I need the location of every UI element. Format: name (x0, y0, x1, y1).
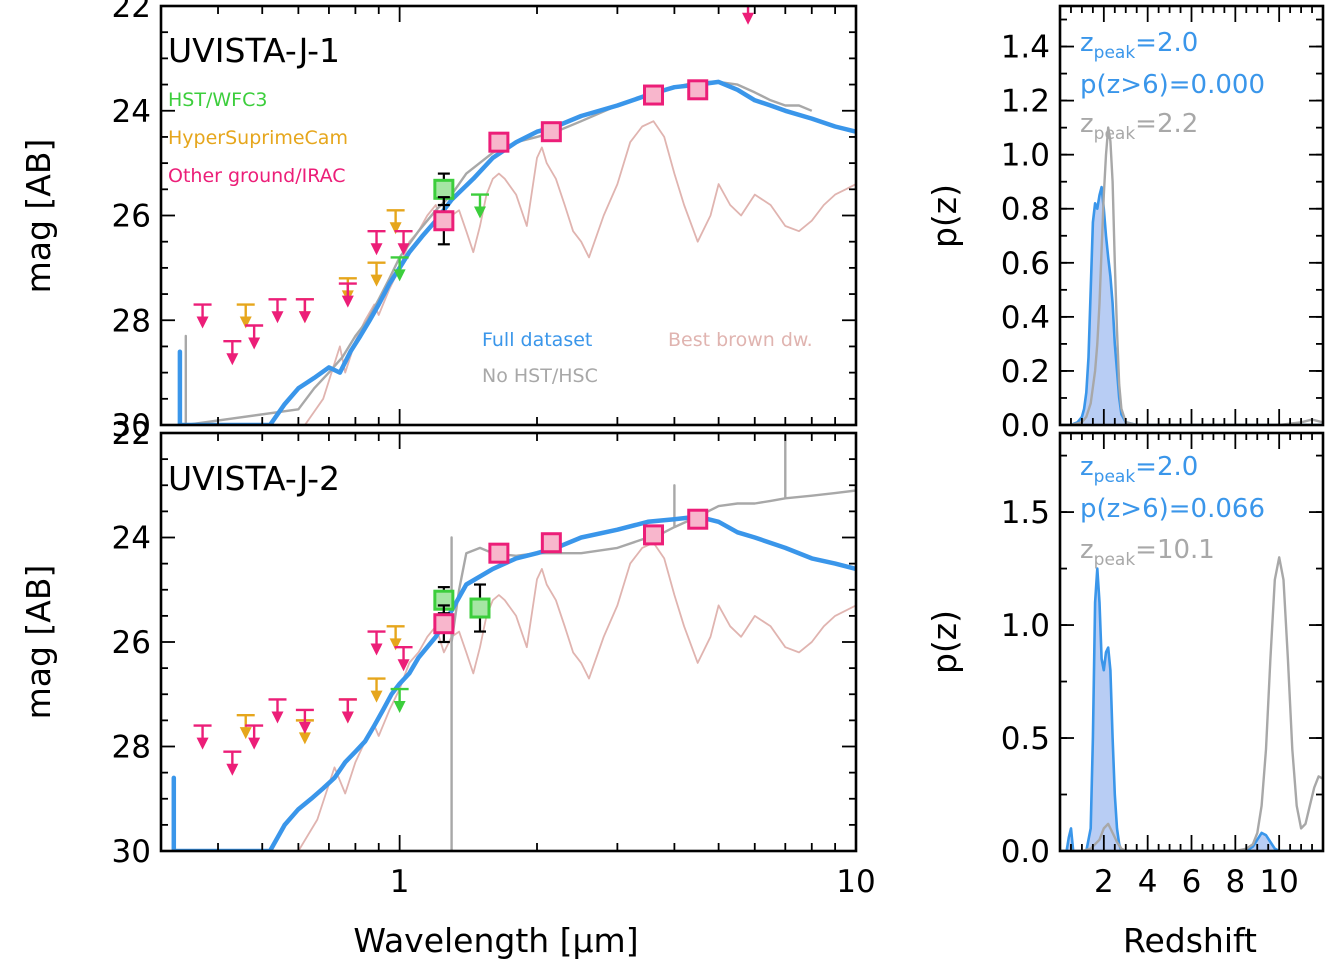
pz-bottom-y-axis-label: p(z) (925, 610, 964, 674)
pz-top-y-axis-label: p(z) (925, 184, 964, 248)
sed-bottom-bd-line (297, 541, 856, 851)
sed-bottom-hsc-upper-limit (236, 713, 255, 740)
sed-bottom-ytick-label: 24 (112, 521, 151, 557)
pz-top-ytick-label: 0.2 (1001, 354, 1050, 390)
sed-top-hst-upper-limit (390, 256, 409, 282)
sed-top-ytick-label: 28 (112, 303, 151, 339)
sed-bottom-ytick-label: 30 (112, 834, 151, 870)
sed-top-other-upper-limit (338, 282, 357, 308)
sed-bottom-other-point (488, 542, 510, 564)
pz-bottom-ytick-label: 0.5 (1001, 721, 1050, 757)
pz-top-panel: 0.0 0.2 0.4 0.6 0.8 1.0 1.2 1.4 zpeak=2.0 p(z>6… (1001, 4, 1325, 444)
sed-top-y-axis-label: mag [AB] (19, 139, 58, 294)
pz-bottom-xtick-label: 2 (1094, 864, 1114, 900)
sed-bottom-other-upper-limit (367, 630, 386, 656)
sed-top-other-point (540, 121, 562, 143)
sed-bottom-other-point (433, 604, 455, 644)
legend-bd: Best brown dw. (668, 329, 813, 351)
pz-bottom-xtick-label: 10 (1259, 864, 1298, 900)
legend-full: Full dataset (482, 329, 592, 351)
legend-nohst: No HST/HSC (482, 365, 598, 387)
sed-bottom-xtick-label: 10 (836, 864, 875, 900)
sed-top-other-upper-limit (268, 298, 287, 324)
sed-top-other-upper-limit (295, 298, 314, 324)
sed-bottom-other-upper-limit (268, 698, 287, 724)
sed-bottom-ytick-label: 28 (112, 730, 151, 766)
pz-top-ytick-label: 0.8 (1001, 192, 1050, 228)
sed-top-other-point (433, 196, 455, 246)
pz-bottom-full-line (1060, 567, 1323, 851)
sed-bottom-other-upper-limit (223, 750, 242, 776)
sed-bottom-other-upper-limit (394, 646, 413, 672)
sed-bottom-hsc-upper-limit (367, 677, 386, 703)
sed-bottom-nohst-line (450, 433, 856, 851)
sed-top-other-upper-limit (223, 340, 242, 366)
sed-top-hsc-upper-limit (236, 303, 255, 329)
pz-top-ytick-label: 0.4 (1001, 300, 1050, 336)
sed-bottom-other-point (687, 508, 709, 530)
sed-bottom-ytick-label: 22 (112, 416, 151, 452)
sed-bottom-hst-upper-limit (390, 687, 409, 714)
pz-bottom-ytick-label: 0.0 (1001, 834, 1050, 870)
sed-top-title: UVISTA-J-1 (168, 31, 340, 70)
pz-bottom-panel: 0.0 0.5 1.0 1.5 2 4 6 8 10 zpeak=2.0 p(z>6)=0.06… (1001, 431, 1325, 900)
pz-top-ytick-label: 0.6 (1001, 246, 1050, 282)
sed-bottom-panel: 30 28 26 24 22 1 10 UVISTA-J-2 (112, 416, 876, 900)
pz-top-nohst-line (1060, 126, 1323, 425)
pz-top-ytick-label: 1.2 (1001, 84, 1050, 120)
pz-bottom-xtick-label: 8 (1225, 864, 1245, 900)
sed-bottom-y-axis-label: mag [AB] (19, 565, 58, 720)
sed-top-hst-upper-limit (470, 193, 489, 219)
pz-top-zpeak-full: zpeak=2.0 (1080, 28, 1198, 63)
pz-bottom-xtick-label: 6 (1182, 864, 1202, 900)
legend-hst: HST/WFC3 (168, 89, 267, 111)
sed-top-other-upper-limit (193, 303, 212, 329)
pz-x-axis-label: Redshift (1123, 921, 1257, 960)
legend-hsc: HyperSuprimeCam (168, 127, 348, 149)
sed-bottom-ytick-label: 26 (112, 625, 151, 661)
sed-bottom-other-point (540, 532, 562, 554)
sed-bottom-other-upper-limit (193, 724, 212, 750)
legend-other: Other ground/IRAC (168, 165, 346, 187)
sed-top-other-upper-limit (367, 230, 386, 256)
sed-top-ytick-label: 26 (112, 199, 151, 235)
sed-top-ytick-label: 30 (112, 408, 151, 444)
pz-top-full-line (1060, 185, 1323, 425)
pz-top-ytick-label: 1.4 (1001, 30, 1050, 66)
pz-bottom-zpeak-full: zpeak=2.0 (1080, 452, 1198, 487)
pz-top-ytick-label: 0.0 (1001, 408, 1050, 444)
sed-bottom-other-point (643, 524, 665, 546)
sed-bottom-other-upper-limit (245, 724, 264, 750)
sed-top-other-point (488, 131, 510, 153)
pz-bottom-xtick-label: 4 (1138, 864, 1158, 900)
sed-top-hsc-upper-limit (367, 261, 386, 287)
pz-bottom-p6: p(z>6)=0.066 (1080, 494, 1265, 524)
sed-top-hsc-upper-limit (386, 209, 405, 235)
sed-bottom-hsc-upper-limit (386, 625, 405, 651)
sed-bottom-other-upper-limit (295, 708, 314, 734)
pz-bottom-zpeak-nohst: zpeak=10.1 (1080, 535, 1215, 570)
pz-top-zpeak-nohst: zpeak=2.2 (1080, 109, 1198, 144)
pz-top-p6: p(z>6)=0.000 (1080, 70, 1265, 100)
sed-top-other-upper-limit (245, 324, 264, 350)
sed-bottom-title: UVISTA-J-2 (168, 459, 340, 498)
sed-top-ytick-label: 22 (112, 0, 151, 25)
sed-top-ytick-label: 24 (112, 94, 151, 130)
pz-top-ytick-label: 1.0 (1001, 138, 1050, 174)
sed-x-axis-label: Wavelength [μm] (353, 921, 638, 960)
sed-bottom-full-line (171, 514, 856, 851)
sed-bottom-xtick-label: 1 (390, 864, 410, 900)
pz-bottom-ytick-label: 1.5 (1001, 495, 1050, 531)
sed-bottom-other-upper-limit (338, 698, 357, 724)
sed-top-panel: 30 28 26 24 22 UVISTA-J-1 HST/WFC3 HyperSupr… (112, 0, 858, 444)
sed-top-other-point (643, 84, 665, 106)
sed-top-other-point (687, 79, 709, 101)
sed-top-other-upper-limit (394, 230, 413, 256)
sed-bottom-hst-point (469, 583, 491, 633)
sed-top-other-upper-limit (742, 6, 755, 25)
pz-bottom-ytick-label: 1.0 (1001, 608, 1050, 644)
pz-bottom-nohst-line (1060, 556, 1323, 851)
